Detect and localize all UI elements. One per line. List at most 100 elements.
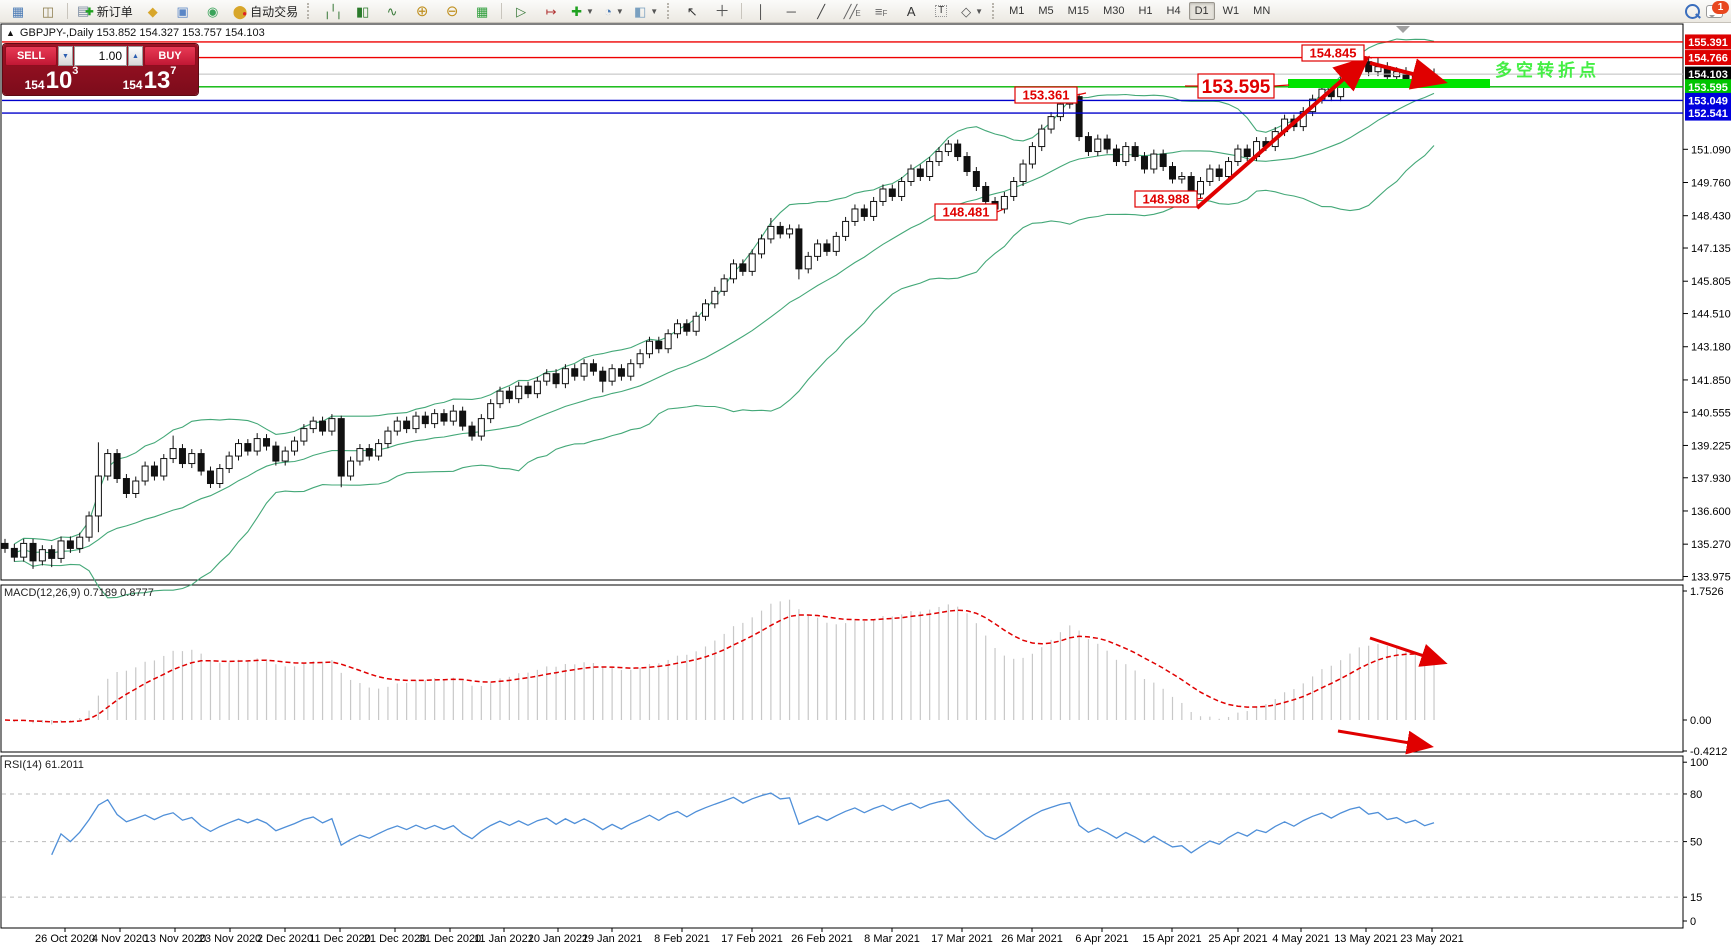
text-button[interactable]: A bbox=[897, 1, 925, 22]
signals-button[interactable]: ◉ bbox=[199, 1, 227, 22]
price-annotation-153.595[interactable]: 153.595 bbox=[1197, 73, 1275, 99]
arrows-button[interactable]: ◇ ▼ bbox=[957, 1, 987, 22]
sell-price[interactable]: 154 10 3 bbox=[3, 65, 100, 93]
signal-icon: ◉ bbox=[207, 3, 219, 19]
candle-body bbox=[38, 549, 46, 562]
periods-button[interactable]: ◔ ▼ bbox=[600, 1, 628, 22]
trend-arrow-2[interactable] bbox=[1369, 58, 1448, 90]
timeframe-h1[interactable]: H1 bbox=[1138, 5, 1153, 17]
candlestick-chart-button[interactable]: ▮▯ bbox=[348, 1, 376, 22]
chat-icon[interactable]: 1 bbox=[1706, 0, 1729, 18]
candle-body bbox=[683, 323, 691, 332]
fibonacci-icon: ≡F bbox=[874, 3, 888, 19]
new-order-button[interactable]: ▤✚ 新订单 bbox=[73, 1, 137, 22]
candle-body bbox=[739, 263, 747, 272]
fibonacci-button[interactable]: ≡F bbox=[867, 1, 895, 22]
cn-annotation-text[interactable]: 多空转折点 bbox=[1495, 60, 1600, 80]
annotation-box bbox=[1014, 86, 1078, 104]
tile-windows-button[interactable]: ▦ bbox=[468, 1, 496, 22]
candle-body bbox=[253, 438, 261, 452]
main-toolbar: ▦ ◫ ▤✚ 新订单 ◆ ▣ ◉ ⬤● 自动交易 ╷╵╷ ▮▯ ∿ ⊕ ⊖ ▦ … bbox=[0, 0, 1731, 23]
price-annotation-153.361[interactable]: 153.361 bbox=[1014, 86, 1078, 104]
new-chart-button[interactable]: ▦ bbox=[4, 1, 32, 22]
rsi-indicator-label: RSI(14) 61.2011 bbox=[4, 759, 84, 771]
cursor-icon: ↖ bbox=[686, 3, 698, 19]
chart-shift-button[interactable]: ↦ bbox=[537, 1, 565, 22]
price-annotation-148.988[interactable]: 148.988 bbox=[1134, 190, 1198, 208]
timeframe-m1[interactable]: M1 bbox=[1009, 5, 1025, 17]
horizontal-line-button[interactable]: ─ bbox=[777, 1, 805, 22]
autotrading-button[interactable]: ⬤● 自动交易 bbox=[229, 1, 302, 22]
notification-badge[interactable]: 1 bbox=[1712, 0, 1729, 14]
candle-body bbox=[263, 438, 271, 447]
timeframe-h4[interactable]: H4 bbox=[1166, 5, 1181, 17]
candle-body bbox=[1159, 153, 1167, 168]
timeframe-mn[interactable]: MN bbox=[1253, 5, 1271, 17]
candle-body bbox=[477, 418, 485, 437]
price-axis[interactable]: 151.090 149.760 148.430 147.135 145.805 144.5… bbox=[1683, 34, 1731, 928]
sell-button[interactable]: SELL bbox=[5, 46, 57, 66]
trendline-button[interactable]: ╱ bbox=[807, 1, 835, 22]
candle-body bbox=[926, 161, 934, 178]
volume-decrease-button[interactable]: ▼ bbox=[58, 46, 73, 66]
trend-arrow-3[interactable] bbox=[1369, 636, 1448, 667]
crosshair-button[interactable]: ＋ bbox=[708, 1, 736, 22]
candle-body bbox=[1038, 128, 1046, 148]
timeframe-d1[interactable]: D1 bbox=[1188, 2, 1215, 20]
candle-body bbox=[636, 353, 644, 365]
timeframe-w1[interactable]: W1 bbox=[1222, 5, 1240, 17]
search-icon[interactable] bbox=[1685, 3, 1700, 19]
bar-chart-button[interactable]: ╷╵╷ bbox=[318, 1, 346, 22]
zoom-in-button[interactable]: ⊕ bbox=[408, 1, 436, 22]
main-panel[interactable] bbox=[0, 23, 1684, 581]
auto-scroll-button[interactable]: ▷ bbox=[507, 1, 535, 22]
buy-price[interactable]: 154 13 7 bbox=[101, 65, 198, 94]
vertical-line-button[interactable]: │ bbox=[747, 1, 775, 22]
date-label: 31 Dec 2020 bbox=[419, 933, 481, 945]
support-zone-highlight[interactable] bbox=[1288, 79, 1490, 88]
trend-arrow-4[interactable] bbox=[1337, 729, 1434, 755]
price-badge-label: 153.595 bbox=[1688, 82, 1728, 94]
price-badge-label: 153.049 bbox=[1688, 95, 1728, 107]
templates-button[interactable]: ◧ ▼ bbox=[630, 1, 662, 22]
volume-input[interactable]: 1.00 bbox=[74, 46, 127, 66]
cursor-button[interactable]: ↖ bbox=[678, 1, 706, 22]
equidistant-channel-button[interactable]: ╱╱E bbox=[837, 1, 865, 22]
zoom-out-button[interactable]: ⊖ bbox=[438, 1, 466, 22]
crosshair-icon: ＋ bbox=[714, 2, 730, 20]
metaeditor-button[interactable]: ◆ bbox=[139, 1, 167, 22]
candle-body bbox=[375, 443, 383, 457]
timeframe-m5[interactable]: M5 bbox=[1038, 5, 1054, 17]
candle-body bbox=[281, 450, 289, 462]
macd-panel[interactable] bbox=[0, 584, 1684, 753]
toolbar-separator bbox=[67, 3, 68, 19]
buy-button[interactable]: BUY bbox=[144, 46, 196, 66]
candle-body bbox=[1019, 163, 1027, 182]
candle-body bbox=[711, 290, 719, 305]
price-annotation-148.481[interactable]: 148.481 bbox=[934, 203, 998, 221]
collapse-panel-icon[interactable]: ▲ bbox=[6, 28, 15, 38]
candle-body bbox=[160, 458, 168, 477]
buy-price-pips: 13 bbox=[143, 66, 171, 94]
text-label-button[interactable]: T bbox=[927, 1, 955, 22]
indicators-button[interactable]: ✚ ▼ bbox=[567, 1, 598, 22]
autotrading-icon: ⬤● bbox=[232, 3, 248, 19]
chart-shift-marker[interactable] bbox=[1396, 26, 1410, 33]
volume-increase-button[interactable]: ▲ bbox=[128, 46, 143, 66]
terminal-button[interactable]: ▣ bbox=[169, 1, 197, 22]
candle-body bbox=[1140, 156, 1148, 170]
profiles-button[interactable]: ◫ bbox=[34, 1, 62, 22]
timeframe-m15[interactable]: M15 bbox=[1067, 5, 1090, 17]
trend-arrow-1[interactable] bbox=[1195, 55, 1371, 210]
candle-body bbox=[104, 453, 112, 477]
line-chart-button[interactable]: ∿ bbox=[378, 1, 406, 22]
candle-body bbox=[972, 171, 980, 187]
candle-body bbox=[235, 443, 242, 457]
candle-body bbox=[1169, 166, 1176, 180]
timeframe-m30[interactable]: M30 bbox=[1103, 5, 1125, 17]
date-label: 15 Apr 2021 bbox=[1142, 933, 1201, 945]
candle-body bbox=[720, 278, 728, 292]
price-annotation-154.845[interactable]: 154.845 bbox=[1301, 44, 1365, 62]
